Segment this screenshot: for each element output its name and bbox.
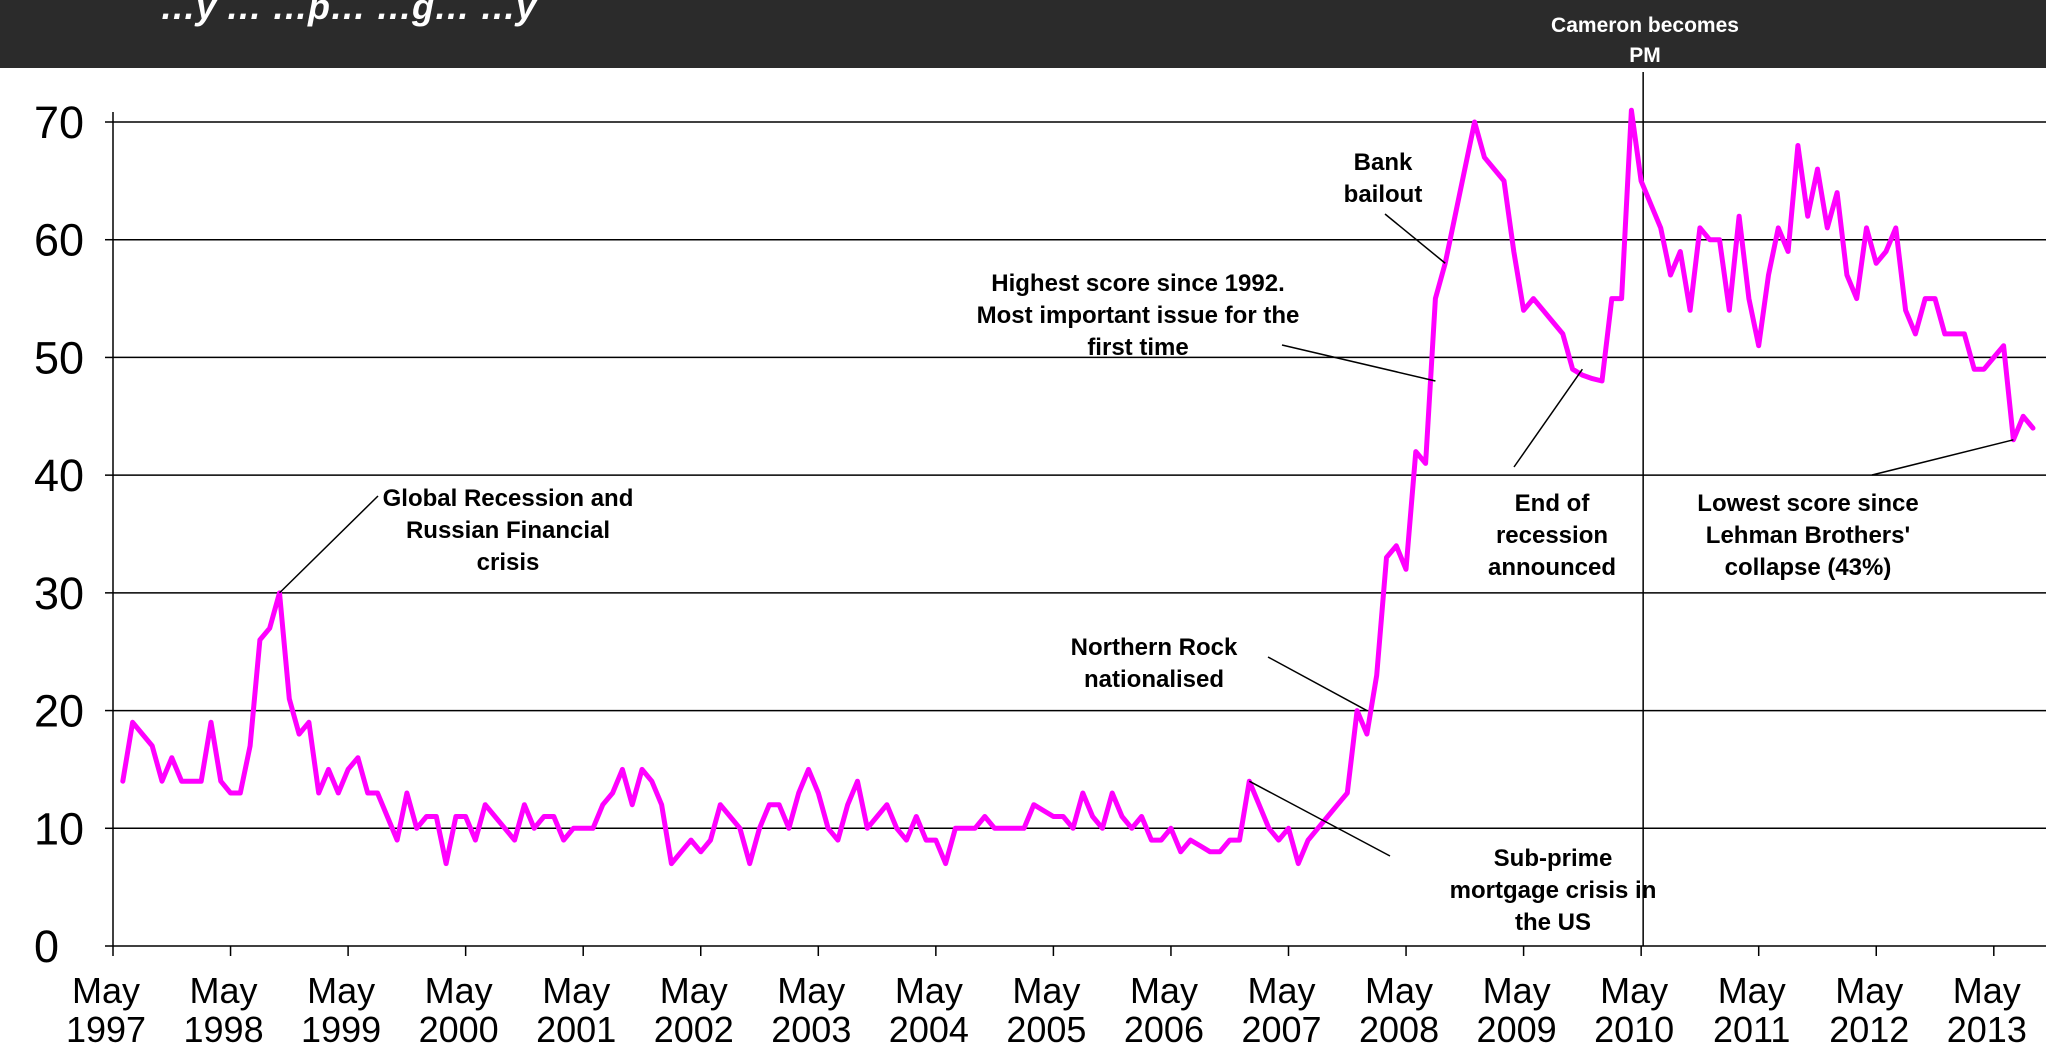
x-tick-label-year: 2001 bbox=[536, 1009, 616, 1045]
annotation-leaders bbox=[279, 213, 2014, 857]
annotation-label: Northern Rock bbox=[1071, 634, 1238, 661]
x-tick-labels: May1997May1998May1999May2000May2001May20… bbox=[66, 946, 2027, 1045]
header-title: …y … …p… …g… …y bbox=[160, 0, 537, 27]
x-tick-label-year: 2004 bbox=[889, 1009, 969, 1045]
axes bbox=[112, 112, 2046, 947]
annotation-label: Lowest score since bbox=[1697, 490, 1918, 517]
x-tick-label-year: 2008 bbox=[1359, 1009, 1439, 1045]
x-tick-label-year: 2006 bbox=[1124, 1009, 1204, 1045]
annotation-label: Highest score since 1992. bbox=[991, 270, 1284, 297]
annotation-label: first time bbox=[1087, 334, 1188, 361]
y-tick-labels: 0 10 20 30 40 50 60 70 bbox=[34, 97, 84, 972]
y-tick-label: 50 bbox=[34, 332, 84, 383]
x-tick-label-year: 2009 bbox=[1477, 1009, 1557, 1045]
annotation-label: bailout bbox=[1344, 181, 1423, 208]
x-tick-label-month: May bbox=[1247, 970, 1315, 1011]
x-tick-label-year: 2002 bbox=[654, 1009, 734, 1045]
x-tick-label-month: May bbox=[307, 970, 375, 1011]
x-tick-label-month: May bbox=[777, 970, 845, 1011]
annotation-label: recession bbox=[1496, 522, 1608, 549]
annotation-label: PM bbox=[1629, 44, 1661, 67]
annotation-label: Sub-prime bbox=[1494, 845, 1613, 872]
y-tick-label: 20 bbox=[34, 686, 84, 737]
annotation-label: Bank bbox=[1354, 149, 1413, 176]
y-tick-label: 70 bbox=[34, 97, 84, 148]
annotation-label: Cameron becomes bbox=[1551, 14, 1739, 37]
series-line bbox=[120, 107, 2036, 867]
y-tick-label: 10 bbox=[34, 803, 84, 854]
annotation-label: Global Recession and bbox=[383, 485, 634, 512]
grid-lines bbox=[105, 121, 2046, 947]
x-tick-label-month: May bbox=[425, 970, 493, 1011]
annotation-label: End of bbox=[1515, 490, 1591, 517]
x-tick-label-month: May bbox=[1130, 970, 1198, 1011]
x-tick-label-year: 2010 bbox=[1594, 1009, 1674, 1045]
annotation-label: collapse (43%) bbox=[1725, 554, 1892, 581]
y-tick-label: 60 bbox=[34, 215, 84, 266]
annotation-leader bbox=[1513, 368, 1583, 468]
x-tick-label-month: May bbox=[1718, 970, 1786, 1011]
x-tick-label-month: May bbox=[660, 970, 728, 1011]
x-tick-label-month: May bbox=[895, 970, 963, 1011]
x-tick-label-month: May bbox=[72, 970, 140, 1011]
x-tick-label-month: May bbox=[1483, 970, 1551, 1011]
y-tick-label: 0 bbox=[34, 921, 59, 972]
x-tick-label-month: May bbox=[1953, 970, 2021, 1011]
annotation-label: Most important issue for the bbox=[977, 302, 1300, 329]
annotation-leader bbox=[1871, 439, 2014, 476]
x-tick-label-month: May bbox=[1012, 970, 1080, 1011]
annotations: Global Recession and Russian Financial cri… bbox=[383, 14, 1919, 936]
x-tick-label-year: 1997 bbox=[66, 1009, 146, 1045]
x-tick-label-year: 2007 bbox=[1241, 1009, 1321, 1045]
x-tick-label-month: May bbox=[1600, 970, 1668, 1011]
annotation-label: mortgage crisis in bbox=[1450, 877, 1657, 904]
x-tick-label-month: May bbox=[542, 970, 610, 1011]
annotation-leader bbox=[1384, 213, 1446, 264]
y-tick-label: 40 bbox=[34, 450, 84, 501]
x-tick-label-year: 2013 bbox=[1947, 1009, 2027, 1045]
x-tick-label-year: 2005 bbox=[1006, 1009, 1086, 1045]
x-tick-label-year: 1999 bbox=[301, 1009, 381, 1045]
x-tick-label-year: 1998 bbox=[184, 1009, 264, 1045]
annotation-label: Russian Financial bbox=[406, 517, 610, 544]
x-tick-label-year: 2012 bbox=[1829, 1009, 1909, 1045]
x-tick-label-year: 2003 bbox=[771, 1009, 851, 1045]
x-tick-label-year: 2011 bbox=[1713, 1009, 1790, 1045]
y-tick-label: 30 bbox=[34, 568, 84, 619]
annotation-label: Lehman Brothers' bbox=[1706, 522, 1910, 549]
x-tick-label-year: 2000 bbox=[419, 1009, 499, 1045]
x-tick-label-month: May bbox=[1835, 970, 1903, 1011]
annotation-leader bbox=[1281, 344, 1436, 382]
annotation-leader bbox=[1248, 780, 1391, 857]
annotation-leader bbox=[279, 495, 379, 594]
series-group bbox=[120, 107, 2036, 867]
annotation-label: announced bbox=[1488, 554, 1616, 581]
annotation-label: crisis bbox=[477, 549, 540, 576]
x-tick-label-month: May bbox=[1365, 970, 1433, 1011]
x-tick-label-month: May bbox=[190, 970, 258, 1011]
annotation-label: nationalised bbox=[1084, 666, 1224, 693]
annotation-leader bbox=[1267, 656, 1368, 712]
header-bar: …y … …p… …g… …y bbox=[0, 0, 2046, 68]
annotation-label: the US bbox=[1515, 909, 1591, 936]
